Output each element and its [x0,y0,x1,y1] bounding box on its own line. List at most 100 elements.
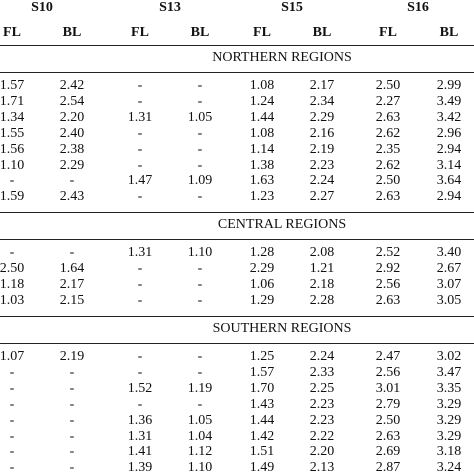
cell: - [197,78,203,93]
cell: 2.29 [59,157,85,173]
cell: - [69,364,75,380]
cell: 1.34 [0,109,25,125]
column-header: BL [190,25,210,40]
cell: - [9,364,15,380]
cell: 2.19 [59,349,85,364]
cell: 1.52 [127,380,153,396]
cell: - [197,189,203,205]
cell: - [137,189,143,205]
cell: 2.25 [309,380,335,396]
cell: 2.69 [375,444,401,460]
column-header: BL [62,25,82,40]
cell: 2.13 [309,460,335,476]
cell: 3.29 [436,428,462,444]
column-header: BL [312,25,332,40]
cell: - [197,277,203,293]
cell: 1.70 [249,380,275,396]
rule [0,239,474,241]
group-header: S10 [31,0,53,15]
cell: 2.43 [59,189,85,205]
cell: 3.24 [436,460,462,476]
cell: 1.07 [0,349,25,364]
cell: 2.62 [375,157,401,173]
cell: 1.23 [249,189,275,205]
cell: 2.63 [375,189,401,205]
cell: 1.42 [249,428,275,444]
cell: 2.50 [0,261,25,277]
column-header: FL [253,25,271,40]
cell: 3.29 [436,412,462,428]
cell: - [69,245,75,261]
cell: 1.64 [59,261,85,277]
cell: 1.28 [249,245,275,261]
cell: 2.99 [436,78,462,93]
cell: - [9,460,15,476]
cell: - [137,157,143,173]
cell: - [69,396,75,412]
cell: 2.50 [375,78,401,93]
rule [0,72,474,73]
cell: 1.10 [187,245,213,261]
cell: 2.62 [375,125,401,141]
cell: 2.28 [309,293,335,308]
cell: - [9,173,15,189]
cell: 1.51 [249,444,275,460]
column-header: FL [379,25,397,40]
cell: 2.67 [436,261,462,277]
cell: 2.35 [375,141,401,157]
cell: 1.63 [249,173,275,189]
cell: - [197,364,203,380]
cell: 2.47 [375,349,401,364]
cell: 1.08 [249,125,275,141]
cell: 1.10 [187,460,213,476]
cell: 1.57 [0,78,25,93]
cell: 3.49 [436,93,462,109]
rule [0,343,474,344]
cell: 2.87 [375,460,401,476]
cell: 2.56 [375,277,401,293]
cell: 1.14 [249,141,275,157]
cell: 3.07 [436,277,462,293]
section-title: SOUTHERN REGIONS [212,321,352,336]
cell: - [197,141,203,157]
rule [0,212,474,214]
cell: 2.18 [309,277,335,293]
cell: 2.20 [59,109,85,125]
cell: 2.15 [59,293,85,308]
cell: 1.31 [127,428,153,444]
cell: 1.21 [309,261,335,277]
cell: 1.18 [0,277,25,293]
cell: 1.55 [0,125,25,141]
cell: 1.06 [249,277,275,293]
cell: 2.08 [309,245,335,261]
cell: 2.22 [309,428,335,444]
cell: 2.92 [375,261,401,277]
cell: 2.23 [309,396,335,412]
cell: 3.64 [436,173,462,189]
cell: 1.29 [249,293,275,308]
group-header: S13 [159,0,181,15]
cell: 3.47 [436,364,462,380]
cell: 1.12 [187,444,213,460]
cell: - [197,157,203,173]
cell: 1.03 [0,293,25,308]
cell: 1.71 [0,93,25,109]
cell: 2.27 [375,93,401,109]
cell: 1.47 [127,173,153,189]
rule [0,316,474,317]
cell: 2.94 [436,141,462,157]
cell: 1.44 [249,412,275,428]
cell: 1.05 [187,412,213,428]
cell: - [137,93,143,109]
cell: - [9,245,15,261]
cell: 2.94 [436,189,462,205]
cell: 2.23 [309,157,335,173]
cell: - [9,428,15,444]
cell: 2.63 [375,109,401,125]
cell: 2.29 [249,261,275,277]
cell: - [137,364,143,380]
cell: 3.40 [436,245,462,261]
cell: 2.79 [375,396,401,412]
cell: 2.54 [59,93,85,109]
cell: 1.59 [0,189,25,205]
